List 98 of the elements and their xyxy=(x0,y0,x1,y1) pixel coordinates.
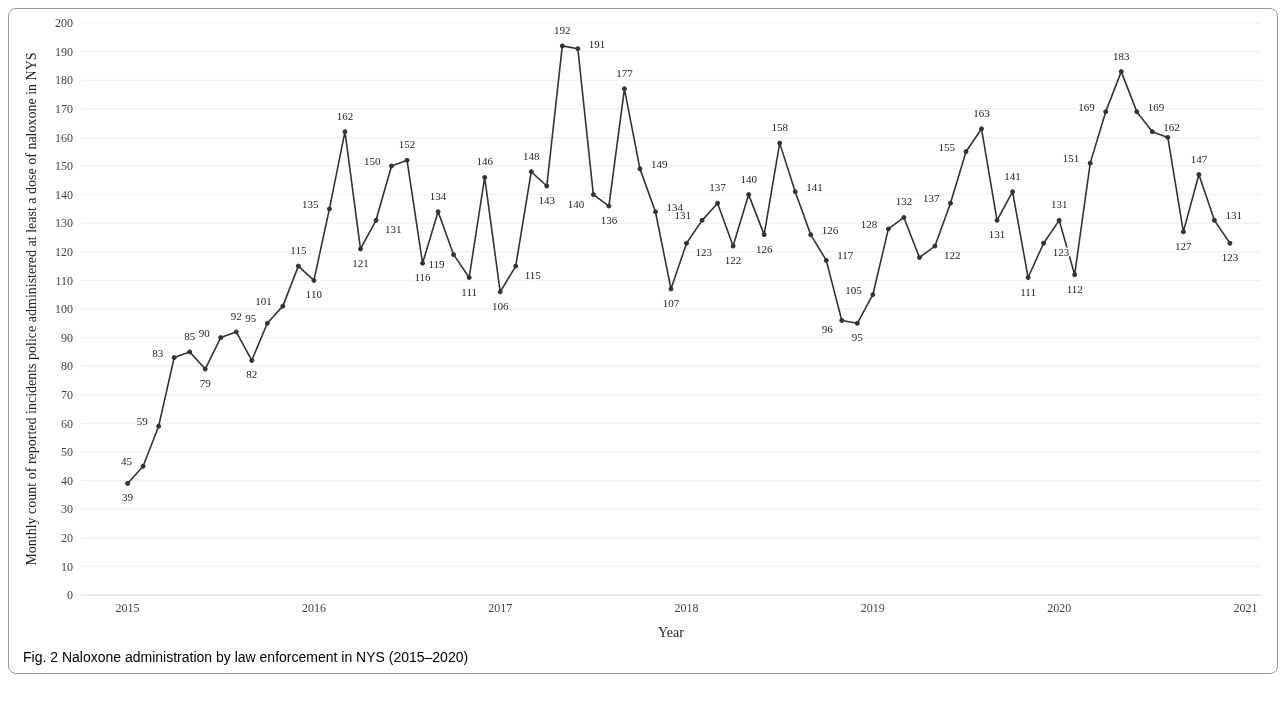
data-label: 169 xyxy=(1147,100,1165,113)
y-tick-label: 50 xyxy=(61,445,73,460)
data-label: 126 xyxy=(755,242,773,255)
data-label: 152 xyxy=(398,138,416,151)
y-tick-label: 80 xyxy=(61,359,73,374)
y-tick-label: 190 xyxy=(55,44,73,59)
data-label: 131 xyxy=(1050,198,1068,211)
data-label: 121 xyxy=(352,256,369,269)
y-tick-label: 20 xyxy=(61,531,73,546)
x-tick-label: 2016 xyxy=(301,600,326,615)
y-tick-label: 110 xyxy=(55,273,73,288)
data-label: 151 xyxy=(1062,152,1080,165)
data-label: 116 xyxy=(414,271,432,284)
data-label: 115 xyxy=(524,269,542,282)
data-label: 131 xyxy=(385,223,402,236)
y-tick-label: 0 xyxy=(67,588,73,603)
data-label: 137 xyxy=(922,192,940,205)
y-tick-label: 180 xyxy=(55,73,73,88)
y-tick-label: 200 xyxy=(55,16,73,31)
data-label: 106 xyxy=(491,299,509,312)
data-label: 136 xyxy=(600,214,618,227)
data-label: 111 xyxy=(1020,285,1036,298)
x-tick-label: 2015 xyxy=(115,600,140,615)
data-label: 83 xyxy=(152,346,164,359)
data-label: 90 xyxy=(198,326,211,339)
data-label: 126 xyxy=(821,223,839,236)
y-tick-label: 100 xyxy=(55,302,73,317)
data-label: 155 xyxy=(938,140,956,153)
data-label: 45 xyxy=(121,455,133,468)
data-label: 111 xyxy=(461,285,477,298)
y-tick-label: 170 xyxy=(55,102,73,117)
data-label: 107 xyxy=(662,296,680,309)
data-label: 150 xyxy=(364,155,382,167)
y-tick-label: 30 xyxy=(61,502,73,517)
data-label: 115 xyxy=(290,244,307,257)
data-label: 79 xyxy=(199,377,212,390)
y-tick-label: 120 xyxy=(55,245,73,260)
y-tick-label: 10 xyxy=(61,559,73,574)
data-label: 105 xyxy=(845,283,863,296)
data-label: 143 xyxy=(538,194,556,207)
y-tick-label: 160 xyxy=(55,130,73,145)
data-label: 158 xyxy=(771,121,789,134)
data-label: 132 xyxy=(895,195,913,208)
x-tick-label: 2021 xyxy=(1233,600,1258,615)
data-label: 134 xyxy=(429,189,447,202)
y-tick-label: 40 xyxy=(61,473,73,488)
data-label: 122 xyxy=(724,254,742,267)
data-label: 131 xyxy=(1225,209,1242,222)
y-tick-label: 140 xyxy=(55,187,73,202)
data-label: 149 xyxy=(650,157,668,170)
data-label: 119 xyxy=(428,257,446,270)
data-label: 127 xyxy=(1175,239,1193,252)
data-label: 162 xyxy=(336,109,354,122)
data-label: 147 xyxy=(1190,152,1208,165)
data-label: 82 xyxy=(246,368,258,381)
y-axis-title: Monthly count of reported incidents police administered at least a dose of naloxone in NYS xyxy=(23,52,39,566)
data-label: 140 xyxy=(567,197,585,210)
data-label: 131 xyxy=(988,228,1006,241)
data-label: 141 xyxy=(806,180,823,193)
data-label: 112 xyxy=(1066,282,1083,295)
data-label: 169 xyxy=(1078,100,1096,113)
data-label: 162 xyxy=(1163,120,1180,133)
data-label: 110 xyxy=(305,288,323,301)
data-label: 146 xyxy=(476,155,494,168)
data-label: 141 xyxy=(1004,169,1021,182)
data-label: 148 xyxy=(523,149,541,162)
data-label: 192 xyxy=(554,23,571,36)
data-label: 191 xyxy=(588,37,606,50)
data-label: 39 xyxy=(122,491,134,504)
data-label: 122 xyxy=(943,249,961,262)
data-label: 128 xyxy=(860,217,878,230)
data-label: 95 xyxy=(245,312,257,325)
data-label: 140 xyxy=(740,172,758,185)
y-tick-label: 90 xyxy=(61,330,73,345)
y-tick-label: 130 xyxy=(55,216,73,231)
data-label: 92 xyxy=(230,309,242,322)
data-label: 95 xyxy=(851,331,864,344)
x-tick-label: 2020 xyxy=(1047,600,1072,615)
x-tick-label: 2019 xyxy=(860,600,885,615)
y-tick-label: 150 xyxy=(55,159,73,174)
data-label: 117 xyxy=(837,249,854,262)
data-label: 123 xyxy=(1221,251,1239,264)
data-label: 123 xyxy=(695,246,713,259)
x-tick-label: 2018 xyxy=(674,600,699,615)
data-label: 59 xyxy=(136,415,149,428)
data-label: 177 xyxy=(616,66,634,79)
data-label: 135 xyxy=(301,197,319,210)
data-label: 85 xyxy=(184,329,196,342)
data-label: 101 xyxy=(255,295,272,308)
data-label: 163 xyxy=(973,106,991,119)
x-axis-title: Year xyxy=(658,625,685,640)
data-label: 96 xyxy=(821,323,834,336)
x-tick-label: 2017 xyxy=(488,600,513,615)
caption: Fig. 2 Naloxone administration by law enforcement in NYS (2015–2020) xyxy=(22,649,470,667)
data-label: 137 xyxy=(709,181,727,194)
y-tick-label: 60 xyxy=(61,416,73,431)
y-tick-label: 70 xyxy=(61,388,73,403)
data-label: 183 xyxy=(1113,49,1131,62)
